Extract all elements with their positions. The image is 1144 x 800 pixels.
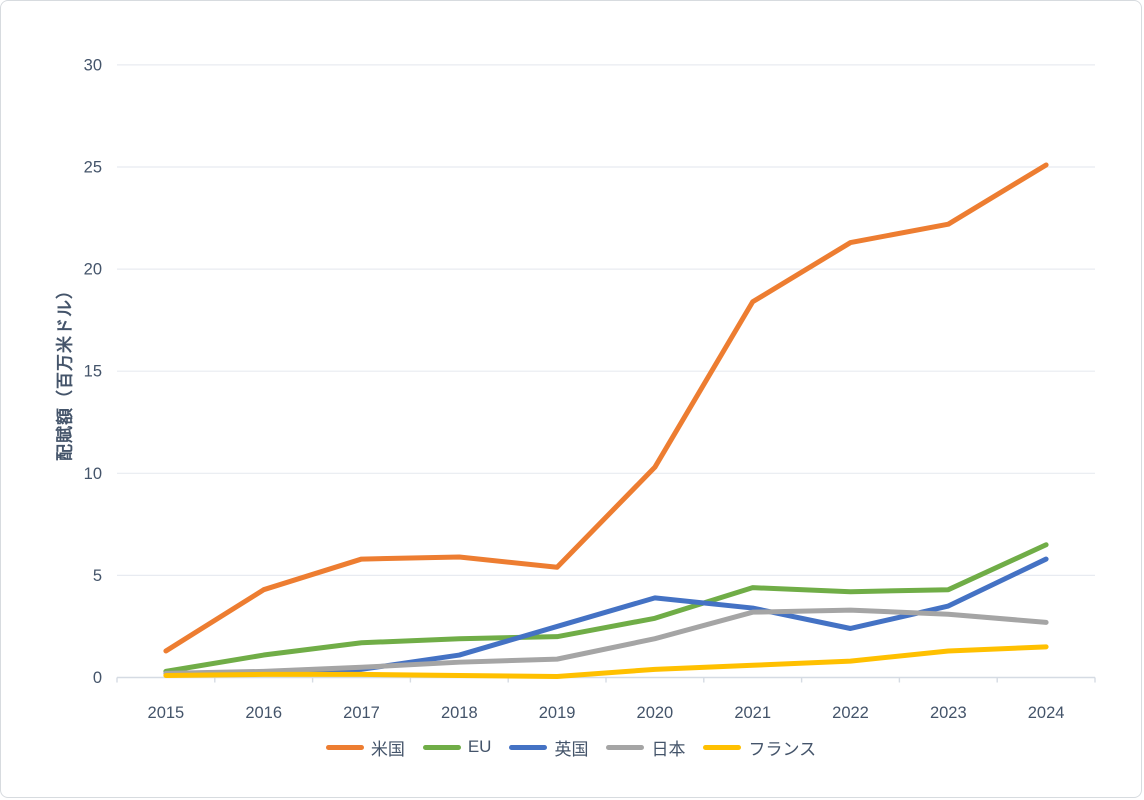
legend-swatch-icon (509, 744, 548, 750)
legend-label: 米国 (370, 739, 405, 759)
y-axis-tick-label: 5 (93, 567, 102, 585)
legend-item-EU: EU (422, 737, 492, 757)
legend-label: EU (467, 737, 492, 756)
legend-swatch-icon (325, 744, 364, 750)
series-line-日本 (163, 607, 1049, 676)
x-axis-tick-label: 2016 (245, 704, 282, 722)
legend-swatch-icon (606, 744, 645, 750)
y-axis-tick-label: 10 (84, 465, 102, 483)
y-axis-tick-label: 25 (84, 159, 102, 177)
x-axis-tick-label: 2023 (930, 704, 967, 722)
y-axis-title: 配賦額（百万米ドル） (55, 281, 75, 461)
x-axis-tick-label: 2018 (441, 704, 478, 722)
chart-legend: 米国 EU 英国 日本 フランス (1, 734, 1141, 760)
x-axis-tick-label: 2024 (1028, 704, 1065, 722)
y-axis-tick-label: 20 (84, 261, 102, 279)
legend-label: フランス (748, 739, 817, 759)
legend-swatch-icon (422, 744, 461, 750)
x-axis-tick-label: 2021 (734, 704, 771, 722)
y-axis-tick-label: 0 (93, 669, 102, 687)
legend-swatch-icon (703, 744, 742, 750)
y-axis-tick-label: 30 (84, 56, 102, 74)
legend-item-日本: 日本 (606, 735, 685, 760)
legend-label: 日本 (651, 739, 686, 759)
x-axis-tick-label: 2019 (539, 704, 576, 722)
y-axis-tick-label: 15 (84, 363, 102, 381)
series-line-米国 (163, 162, 1049, 654)
x-axis-tick-label: 2015 (148, 704, 185, 722)
legend-label: 英国 (554, 739, 589, 759)
x-axis-tick-label: 2020 (637, 704, 674, 722)
x-axis-tick-label: 2022 (832, 704, 869, 722)
legend-item-英国: 英国 (509, 735, 588, 760)
series-line-EU (163, 542, 1049, 674)
legend-item-米国: 米国 (325, 735, 405, 760)
legend-item-フランス: フランス (703, 735, 816, 760)
x-axis-tick-label: 2017 (343, 704, 380, 722)
series-line-フランス (163, 644, 1049, 679)
